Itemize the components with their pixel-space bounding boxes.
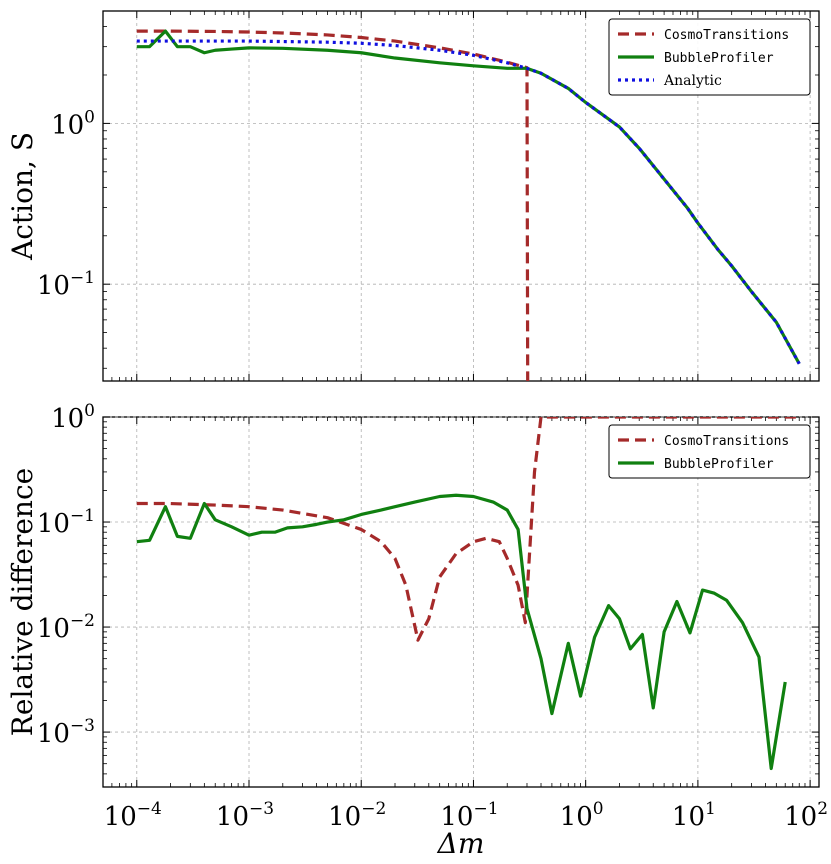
relative-difference-series-bubbleprofiler xyxy=(136,493,787,771)
relative-difference-grid xyxy=(103,416,819,787)
relative-difference-y-tick-label: 10−1 xyxy=(37,506,95,539)
x-tick-label: 10−1 xyxy=(440,799,498,832)
relative-difference-panel: 100 10−1 10−2 10−3 10−4 10−3 10−2 10−1 100 101 102… xyxy=(6,401,828,860)
x-tick-label: 10−3 xyxy=(216,799,274,832)
relative-difference-y-tick-label: 10−2 xyxy=(37,611,95,644)
action-ticks: 100 10−1 xyxy=(37,10,819,381)
action-legend-label-analytic: Analytic xyxy=(663,73,722,89)
x-tick-label: 102 xyxy=(784,799,828,832)
action-plot-frame xyxy=(102,10,820,382)
relative-difference-y-tick-label: 10−3 xyxy=(37,716,95,749)
x-tick-label: 10−4 xyxy=(104,799,162,832)
relative-difference-series-cosmotransitions xyxy=(136,417,800,642)
action-panel: 100 10−1 Action, S CosmoTransitions Bubble… xyxy=(6,10,820,382)
relative-difference-y-tick-label: 100 xyxy=(51,401,95,434)
action-y-axis-label: Action, S xyxy=(6,132,39,261)
action-legend-label-bubbleprofiler: BubbleProfiler xyxy=(664,51,774,66)
x-axis-label: Δm xyxy=(437,827,485,860)
action-legend: CosmoTransitions BubbleProfiler Analytic xyxy=(608,18,811,96)
action-legend-box xyxy=(608,18,811,96)
action-series-analytic xyxy=(136,39,801,365)
relative-difference-legend-label-cosmotransitions: CosmoTransitions xyxy=(664,434,789,449)
relative-difference-legend: CosmoTransitions BubbleProfiler xyxy=(608,424,811,479)
relative-difference-y-axis-label: Relative difference xyxy=(6,468,39,736)
action-y-tick-label: 100 xyxy=(51,107,95,140)
relative-difference-legend-label-bubbleprofiler: BubbleProfiler xyxy=(664,457,774,472)
action-series-cosmotransitions xyxy=(136,29,530,381)
action-legend-label-cosmotransitions: CosmoTransitions xyxy=(664,28,789,43)
relative-difference-plot-frame xyxy=(102,416,820,788)
x-tick-label: 10−2 xyxy=(328,799,386,832)
action-y-tick-label: 10−1 xyxy=(37,268,95,301)
relative-difference-series xyxy=(136,417,800,771)
x-tick-label: 100 xyxy=(560,799,604,832)
relative-difference-ticks: 100 10−1 10−2 10−3 10−4 10−3 10−2 10−1 100 101 102 xyxy=(37,401,828,832)
action-series xyxy=(136,29,801,381)
relative-difference-legend-box xyxy=(608,424,811,479)
x-tick-label: 101 xyxy=(672,799,716,832)
